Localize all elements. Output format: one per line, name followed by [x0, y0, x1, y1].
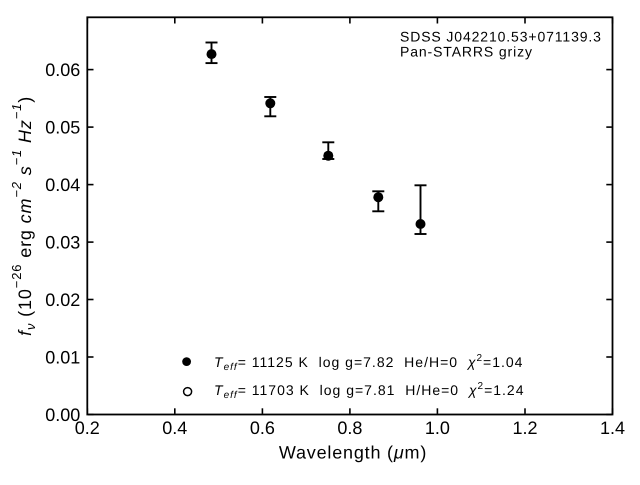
- svg-text:0.02: 0.02: [45, 290, 80, 310]
- svg-text:0.06: 0.06: [45, 60, 80, 80]
- svg-text:0.04: 0.04: [45, 175, 80, 195]
- svg-text:1.4: 1.4: [600, 418, 625, 438]
- svg-text:Wavelength (μm): Wavelength (μm): [279, 442, 427, 462]
- svg-text:0.03: 0.03: [45, 233, 80, 253]
- svg-text:0.8: 0.8: [337, 418, 362, 438]
- svg-text:0.4: 0.4: [162, 418, 187, 438]
- svg-text:fν (10−26 erg cm−2 s−1 Hz−1): fν (10−26 erg cm−2 s−1 Hz−1): [9, 96, 38, 336]
- svg-text:1.2: 1.2: [512, 418, 537, 438]
- svg-text:Teff= 11703 K log g=7.81 H/H: Teff= 11703 K log g=7.81 H/He=0 χ2=1.24: [214, 381, 525, 401]
- svg-text:0.05: 0.05: [45, 118, 80, 138]
- svg-text:Teff= 11125 K log g=7.82 He/: Teff= 11125 K log g=7.82 He/H=0 χ2=1.04: [214, 353, 523, 373]
- svg-text:1.0: 1.0: [425, 418, 450, 438]
- svg-text:0.00: 0.00: [45, 405, 80, 425]
- svg-text:Pan-STARRS grizy: Pan-STARRS grizy: [400, 44, 533, 60]
- svg-text:0.01: 0.01: [45, 348, 80, 368]
- svg-text:0.2: 0.2: [75, 418, 100, 438]
- svg-text:0.6: 0.6: [250, 418, 275, 438]
- svg-text:SDSS J042210.53+071139.3: SDSS J042210.53+071139.3: [400, 29, 602, 45]
